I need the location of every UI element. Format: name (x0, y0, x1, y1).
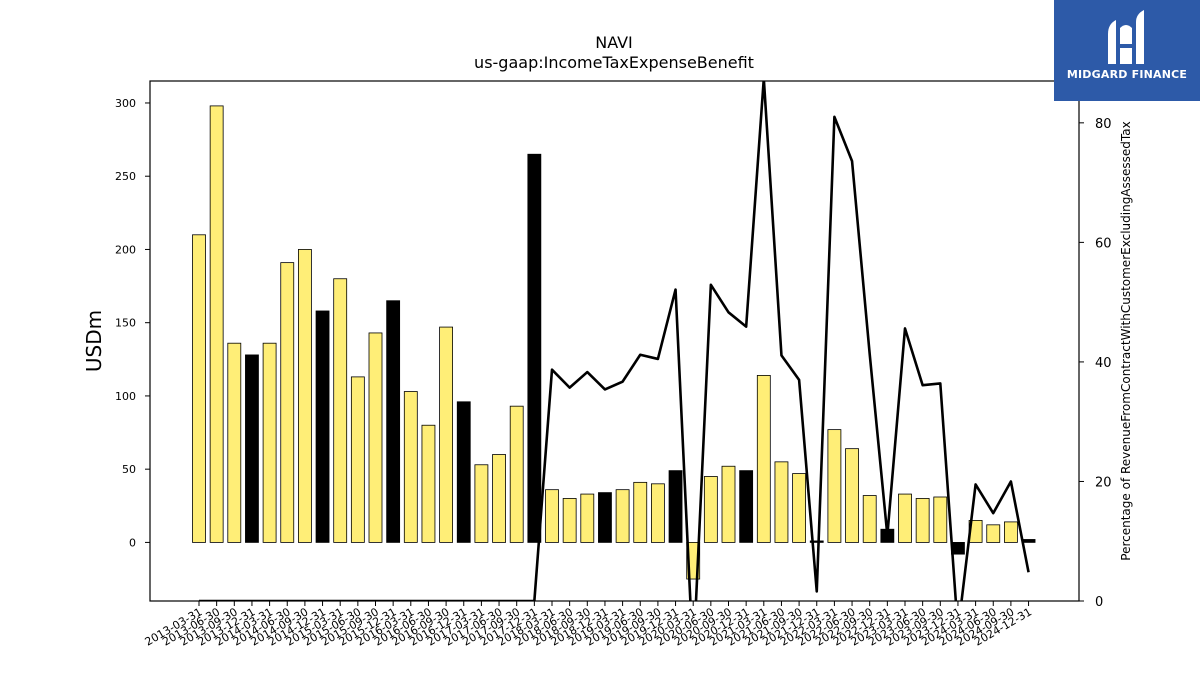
bar-2024-09-30 (1004, 521, 1018, 543)
chart-subtitle: us-gaap:IncomeTaxExpenseBenefit (474, 53, 754, 72)
bar-2024-12-31 (1021, 539, 1036, 543)
bar-2019-12-31 (668, 470, 683, 543)
y-axis-ticks: 0 50 100 150 200 250 300 (115, 97, 150, 549)
y-tick-label: 200 (115, 243, 136, 256)
bar-2014-03-31 (262, 342, 277, 543)
bar-2016-09-30 (439, 326, 454, 543)
percentage-line-path (199, 81, 1030, 601)
y-tick-label: 250 (115, 170, 136, 183)
bar-2017-09-30 (509, 405, 524, 543)
bar-2021-03-31 (756, 375, 771, 543)
midgard-finance-logo: MIDGARD FINANCE (1054, 0, 1200, 101)
bar-2015-03-31 (333, 278, 348, 543)
y2-tick-label: 40 (1095, 356, 1112, 371)
logo-icon (1108, 10, 1144, 64)
bar-2021-06-30 (774, 461, 789, 543)
y-axis-label: USDm (82, 310, 106, 372)
y-tick-label: 300 (115, 97, 136, 110)
bar-2014-06-30 (280, 262, 295, 543)
y-tick-label: 50 (122, 463, 136, 476)
bars (192, 105, 1036, 580)
bar-2014-12-31 (315, 310, 330, 543)
bar-2013-09-30 (227, 342, 242, 543)
bar-2016-06-30 (421, 424, 436, 543)
y2-axis-ticks: 0 20 40 60 80 (1079, 117, 1112, 610)
logo-text: MIDGARD FINANCE (1066, 68, 1188, 81)
bar-2019-09-30 (651, 483, 665, 543)
bar-2014-09-30 (297, 249, 312, 543)
bar-2021-09-30 (792, 473, 806, 543)
bar-2018-12-31 (598, 492, 612, 543)
bar-2022-06-30 (845, 448, 859, 543)
bar-2018-03-31 (545, 489, 559, 543)
bar-2016-03-31 (403, 391, 418, 543)
bar-2020-12-31 (739, 470, 754, 543)
bar-2019-06-30 (633, 481, 648, 543)
bar-2015-09-30 (368, 332, 383, 543)
y2-tick-label: 80 (1095, 117, 1112, 132)
y-tick-label: 0 (129, 536, 136, 549)
percentage-line (199, 81, 1030, 601)
bar-2017-06-30 (492, 454, 506, 543)
y2-tick-label: 0 (1095, 595, 1103, 610)
bar-2013-12-31 (245, 354, 259, 543)
y-tick-label: 100 (115, 390, 136, 403)
bar-2020-09-30 (721, 465, 736, 543)
y2-axis-label: Percentage of RevenueFromContractWithCus… (1119, 121, 1133, 560)
chart-title: NAVI (595, 33, 633, 52)
y2-tick-label: 20 (1095, 475, 1112, 490)
bar-2015-12-31 (386, 300, 401, 543)
bar-2013-03-31 (192, 234, 206, 543)
bar-2022-03-31 (827, 429, 842, 543)
bar-2017-03-31 (474, 464, 489, 543)
bar-2024-06-30 (986, 524, 1001, 543)
bar-2018-09-30 (580, 493, 595, 543)
x-axis-ticks: 2013-03-312013-06-302013-09-302013-12-31… (143, 601, 1034, 649)
bar-2023-09-30 (933, 496, 948, 543)
bar-2015-06-30 (350, 376, 365, 543)
y2-tick-label: 60 (1095, 236, 1112, 251)
bar-2013-06-30 (209, 105, 224, 543)
bar-2021-12-31 (809, 540, 824, 543)
plot-frame (149, 80, 1080, 602)
y-tick-label: 150 (115, 317, 136, 330)
bar-2016-12-31 (456, 401, 471, 543)
bar-2020-06-30 (703, 476, 718, 543)
bar-2017-12-31 (527, 153, 542, 543)
bar-2022-09-30 (862, 495, 877, 543)
bar-2023-03-31 (898, 493, 912, 543)
bar-2019-03-31 (615, 489, 630, 543)
bar-2023-06-30 (915, 498, 930, 543)
bar-2018-06-30 (562, 498, 577, 543)
